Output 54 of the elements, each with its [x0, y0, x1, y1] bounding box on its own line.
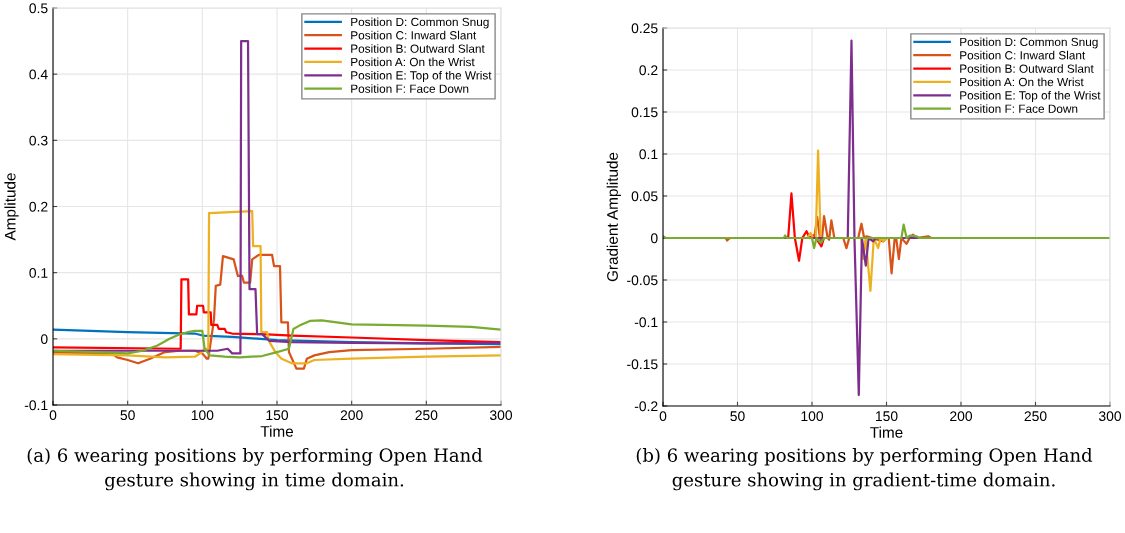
legend-label: Position E: Top of the Wrist: [351, 70, 492, 82]
legend-label: Position D: Common Snug: [960, 37, 1098, 49]
legend-label: Position B: Outward Slant: [351, 44, 485, 53]
line-series: [53, 319, 501, 359]
x-tick-label: 300: [489, 410, 513, 421]
legend-label: Position C: Inward Slant: [960, 50, 1086, 60]
y-tick-label: 0.15: [631, 107, 658, 118]
y-tick-label: 0: [40, 334, 48, 344]
x-tick-label: 300: [1098, 411, 1122, 422]
x-axis-title: Time: [870, 426, 903, 438]
y-tick-label: -0.2: [634, 401, 658, 412]
x-tick-label: 250: [415, 410, 438, 421]
y-tick-label: 0.1: [639, 149, 658, 160]
y-tick-label: 0.2: [639, 65, 658, 76]
y-axis-title: Amplitude: [4, 173, 19, 241]
legend-label: Position A: On the Wrist: [960, 77, 1084, 87]
y-tick-label: -0.15: [627, 359, 658, 370]
x-tick-label: 50: [120, 410, 135, 421]
y-tick-label: 0.3: [29, 135, 48, 146]
line-series: [53, 278, 501, 350]
x-tick-label: 0: [49, 410, 57, 421]
y-tick-label: 0.25: [631, 23, 658, 34]
x-tick-label: 200: [340, 410, 363, 421]
y-tick-label: -0.1: [634, 317, 658, 328]
y-tick-label: 0.4: [29, 69, 48, 80]
text: (a) 6 wearing positions by performing Open Hand gesture showing in time domain.: [27, 448, 483, 491]
y-tick-label: 0.2: [29, 201, 48, 212]
y-tick-label: -0.05: [627, 275, 658, 286]
x-tick-label: 0: [659, 411, 667, 422]
x-tick-label: 150: [266, 410, 289, 421]
text: (b) 6 wearing positions by performing Open Hand gesture showing in gradient-time domain.: [636, 448, 1093, 491]
x-tick-label: 100: [801, 411, 824, 422]
line-series: [53, 253, 501, 370]
y-tick-label: 0.5: [29, 3, 48, 14]
x-tick-label: 100: [191, 410, 214, 421]
x-axis-title: Time: [260, 425, 294, 437]
x-tick-label: 200: [950, 411, 973, 422]
legend-label: Position B: Outward Slant: [960, 64, 1094, 73]
legend-label: Position C: Inward Slant: [351, 30, 477, 40]
x-tick-label: 150: [875, 411, 898, 422]
legend-label: Position A: On the Wrist: [351, 57, 475, 67]
legend-label: Position D: Common Snug: [351, 17, 489, 29]
y-tick-label: 0.05: [631, 191, 658, 202]
legend-label: Position E: Top of the Wrist: [960, 90, 1101, 102]
y-tick-label: 0.1: [29, 268, 48, 278]
legend-label: Position F: Face Down: [960, 104, 1078, 113]
legend-label: Position F: Face Down: [351, 84, 469, 93]
y-tick-label: 0: [650, 233, 658, 244]
line-series: [53, 210, 501, 365]
x-tick-label: 250: [1024, 411, 1047, 422]
x-tick-label: 50: [730, 411, 745, 422]
line-series: [663, 223, 1110, 250]
y-axis-title: Gradient Amplitude: [606, 152, 621, 282]
y-tick-label: -0.1: [24, 400, 48, 411]
